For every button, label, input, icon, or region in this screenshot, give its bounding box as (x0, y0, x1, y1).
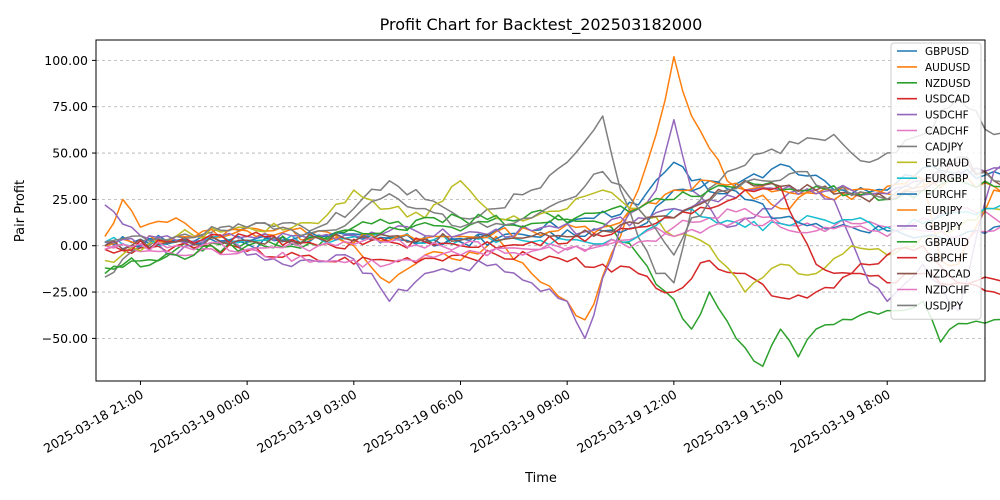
legend-label: GBPCHF (925, 253, 968, 265)
legend-label: CADJPY (925, 141, 964, 153)
series-line-gbpchf (104, 185, 1000, 296)
legend: GBPUSD AUDUSD NZDUSD USDCAD USDCHF CADCHF CADJ… (890, 42, 982, 320)
x-tick-label: 2025-03-19 00:00 (148, 387, 253, 456)
x-axis-title: Time (524, 471, 557, 486)
x-tick-label: 2025-03-19 03:00 (254, 387, 359, 456)
legend-label: NZDCHF (925, 285, 969, 297)
legend-label: NZDUSD (925, 78, 971, 90)
y-axis-title: Pair Profit (13, 180, 28, 242)
legend-label: EURJPY (925, 205, 963, 217)
legend-label: GBPUSD (925, 46, 969, 58)
y-tick-label: 75.00 (52, 99, 88, 114)
y-tick-label: 25.00 (52, 192, 88, 207)
y-tick-label: 0.00 (60, 238, 88, 253)
y-tick-label: −50.00 (42, 331, 88, 346)
legend-frame (890, 42, 982, 320)
x-tick-label: 2025-03-19 06:00 (361, 387, 466, 456)
x-tick-label: 2025-03-19 18:00 (788, 387, 893, 456)
series-layer (104, 55, 1000, 367)
chart-title: Profit Chart for Backtest_202503182000 (380, 15, 703, 35)
legend-label: EURCHF (925, 189, 967, 201)
legend-label: USDCHF (925, 110, 969, 122)
legend-label: GBPAUD (925, 237, 969, 249)
y-tick-label: 50.00 (52, 146, 88, 161)
x-tick-label: 2025-03-18 21:00 (41, 387, 146, 456)
x-tick-label: 2025-03-19 12:00 (574, 387, 679, 456)
plot-frame (95, 39, 986, 382)
x-axis-ticks: 2025-03-18 21:00 2025-03-19 00:00 2025-03-… (41, 381, 893, 456)
legend-label: AUDUSD (925, 62, 970, 74)
series-line-audusd (104, 55, 1000, 321)
legend-label: CADCHF (925, 126, 969, 138)
legend-label: GBPJPY (925, 221, 963, 233)
y-tick-label: −25.00 (42, 285, 88, 300)
x-tick-label: 2025-03-19 15:00 (681, 387, 786, 456)
y-axis-ticks: −50.00 −25.00 0.00 25.00 50.00 75.00 100.00 (42, 53, 96, 346)
legend-label: EURGBP (925, 173, 968, 185)
x-tick-label: 2025-03-19 09:00 (468, 387, 573, 456)
y-tick-label: 100.00 (44, 53, 88, 68)
legend-label: EURAUD (925, 157, 969, 169)
legend-label: NZDCAD (925, 269, 971, 281)
legend-label: USDCAD (925, 94, 970, 106)
legend-label: USDJPY (925, 300, 964, 312)
